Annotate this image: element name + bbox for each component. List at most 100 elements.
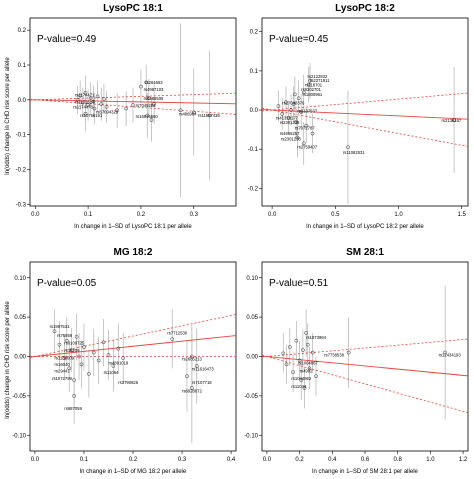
snp-label: rs4865257 xyxy=(280,131,300,136)
panel-title: SM 28:1 xyxy=(346,247,384,258)
data-point xyxy=(280,112,285,116)
data-point xyxy=(52,329,57,334)
data-point xyxy=(83,91,88,95)
data-point xyxy=(102,97,106,101)
x-tick-label: 0.4 xyxy=(328,457,337,463)
data-point xyxy=(96,358,101,363)
snp-label: rs2122932 xyxy=(307,74,327,79)
y-tick-label: 0.10 xyxy=(14,276,26,282)
snp-label: rs2271911 xyxy=(310,78,330,83)
snp-label: rs1072799 xyxy=(52,376,72,381)
x-tick-label: 1.2 xyxy=(459,457,468,463)
y-tick-label: 0.00 xyxy=(246,355,258,361)
data-point xyxy=(146,96,151,100)
data-point xyxy=(121,356,126,360)
data-point xyxy=(190,386,194,390)
snp-label: rs687059 xyxy=(64,406,82,411)
y-tick-label: -0.1 xyxy=(16,133,27,139)
data-point xyxy=(346,350,351,355)
fit-line xyxy=(262,355,468,377)
data-point xyxy=(301,348,305,353)
snp-label: rs4982 xyxy=(300,368,313,373)
data-point xyxy=(301,141,306,146)
data-point xyxy=(306,82,311,87)
y-tick-label: -0.2 xyxy=(16,167,27,173)
snp-label: rs11997436 xyxy=(198,113,220,118)
snp-label: rs12434193 xyxy=(439,353,462,358)
snp-label: rs76859 xyxy=(57,333,73,338)
x-tick-label: 0.2 xyxy=(129,457,138,463)
data-point xyxy=(86,103,90,107)
data-point xyxy=(74,334,79,339)
x-tick-label: 0.0 xyxy=(31,212,40,218)
snp-label: rs10756161 xyxy=(80,113,103,118)
panel-lysopc-18-1: LysoPC 18:1 rs264653 rs4987103 rs1174471 rs4… xyxy=(16,3,237,230)
data-point xyxy=(281,351,286,356)
y-tick-label: -0.05 xyxy=(244,394,258,400)
data-point xyxy=(314,374,318,379)
data-point xyxy=(304,123,309,128)
data-point xyxy=(295,135,300,140)
snp-label: rs4969505 xyxy=(144,96,164,101)
ci-upper-line xyxy=(262,338,468,358)
data-point xyxy=(299,378,304,382)
data-point xyxy=(293,92,297,97)
data-point xyxy=(170,337,175,342)
data-point xyxy=(144,80,149,85)
data-point xyxy=(69,348,74,353)
y-tick-label: -0.2 xyxy=(248,186,259,192)
data-point xyxy=(305,342,310,347)
data-point xyxy=(152,102,156,106)
data-point xyxy=(124,106,128,111)
data-point xyxy=(92,106,97,111)
data-point xyxy=(301,90,306,95)
x-tick-label: 0.8 xyxy=(394,457,403,463)
y-tick-label: 0.00 xyxy=(14,355,26,361)
data-point xyxy=(62,356,67,360)
x-tick-label: 0.6 xyxy=(361,457,370,463)
data-point xyxy=(75,97,80,102)
data-point xyxy=(452,117,456,122)
y-tick-label: -0.10 xyxy=(12,433,26,439)
snp-label: rs16209 xyxy=(64,348,80,353)
data-point xyxy=(88,96,93,100)
data-point xyxy=(149,118,154,122)
data-point xyxy=(291,370,295,375)
data-point xyxy=(190,354,194,359)
snp-label: rs2138167 xyxy=(441,118,461,123)
data-point xyxy=(284,100,288,105)
data-point xyxy=(111,364,116,368)
snp-label: rs1873994 xyxy=(306,335,326,340)
ci-lower-line xyxy=(30,99,236,115)
y-tick-label: -0.05 xyxy=(12,394,26,400)
data-point xyxy=(287,345,292,349)
data-point xyxy=(77,354,81,359)
data-point xyxy=(191,110,196,115)
data-point xyxy=(310,350,315,355)
x-tick-label: 0.4 xyxy=(227,457,236,463)
data-point xyxy=(294,338,299,343)
plot-area: rs1997531 rs76859 rs8109725 rs16209 rs113000… xyxy=(30,309,236,444)
data-point xyxy=(78,93,83,98)
snp-label: rs7107718 xyxy=(192,380,212,385)
snp-label: rs41318177 xyxy=(276,115,299,120)
y-axis-label: ln(odds) change in CHD risk score per al… xyxy=(5,57,11,175)
snp-label: rs1174478 xyxy=(73,105,93,110)
y-tick-label: 0.05 xyxy=(246,315,258,321)
snp-label: rs1171614 xyxy=(75,99,95,104)
y-axis-label: ln(odds) change in CHD risk score per al… xyxy=(5,301,11,419)
snp-label: rs2665313 xyxy=(182,356,202,361)
data-point xyxy=(145,113,150,118)
p-value-label: P-value=0.51 xyxy=(269,278,329,289)
x-axis-label: ln change in 1–SD of SM 28:1 per allele xyxy=(312,469,418,475)
fit-line xyxy=(262,109,468,120)
x-tick-label: 0.5 xyxy=(331,212,340,218)
data-point xyxy=(310,131,315,136)
snp-label: rs2301238 xyxy=(280,120,300,125)
data-point xyxy=(185,374,189,379)
snp-label: rs264653 xyxy=(145,80,163,85)
ci-upper-line xyxy=(262,92,468,112)
y-tick-label: 0.2 xyxy=(250,30,259,36)
y-tick-label: 0.2 xyxy=(18,28,27,34)
data-point xyxy=(99,102,104,106)
